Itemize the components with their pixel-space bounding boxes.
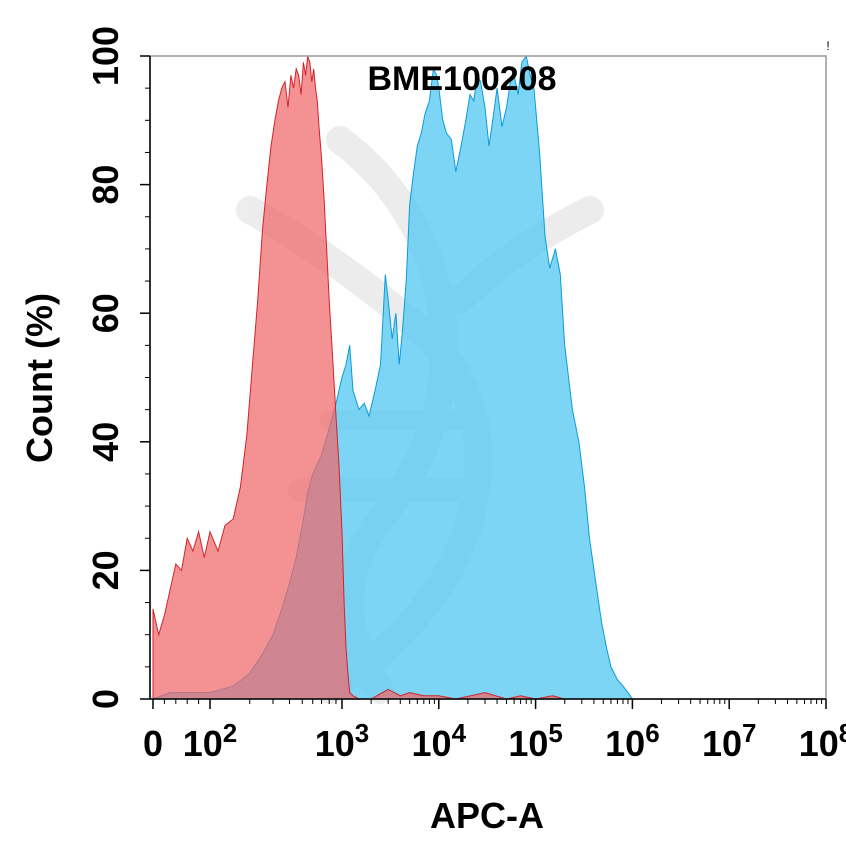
y-tick-label: 80 bbox=[85, 165, 126, 205]
x-tick-label: 102 bbox=[183, 718, 238, 764]
x-tick-label: 103 bbox=[315, 718, 370, 764]
y-tick-label: 0 bbox=[85, 689, 126, 709]
y-ticks: 0 20 40 60 80 100 bbox=[85, 26, 150, 709]
y-tick-label: 20 bbox=[85, 550, 126, 590]
x-tick-label: 105 bbox=[508, 718, 563, 764]
x-tick-label: 107 bbox=[702, 718, 757, 764]
y-tick-label: 60 bbox=[85, 293, 126, 333]
x-tick-label: 108 bbox=[799, 718, 846, 764]
x-ticks: 0 102 103 104 105 106 107 108 bbox=[143, 699, 846, 764]
chart-title: BME100208 bbox=[367, 60, 556, 98]
x-tick-label: 106 bbox=[605, 718, 660, 764]
x-tick-label: 0 bbox=[143, 723, 163, 764]
corner-mark: ! bbox=[826, 39, 829, 53]
y-tick-label: 40 bbox=[85, 422, 126, 462]
series-layer bbox=[152, 54, 634, 700]
x-axis-title: APC-A bbox=[430, 795, 544, 836]
x-tick-label: 104 bbox=[412, 718, 467, 764]
y-axis-title: Count (%) bbox=[19, 293, 60, 463]
y-tick-label: 100 bbox=[85, 26, 126, 86]
